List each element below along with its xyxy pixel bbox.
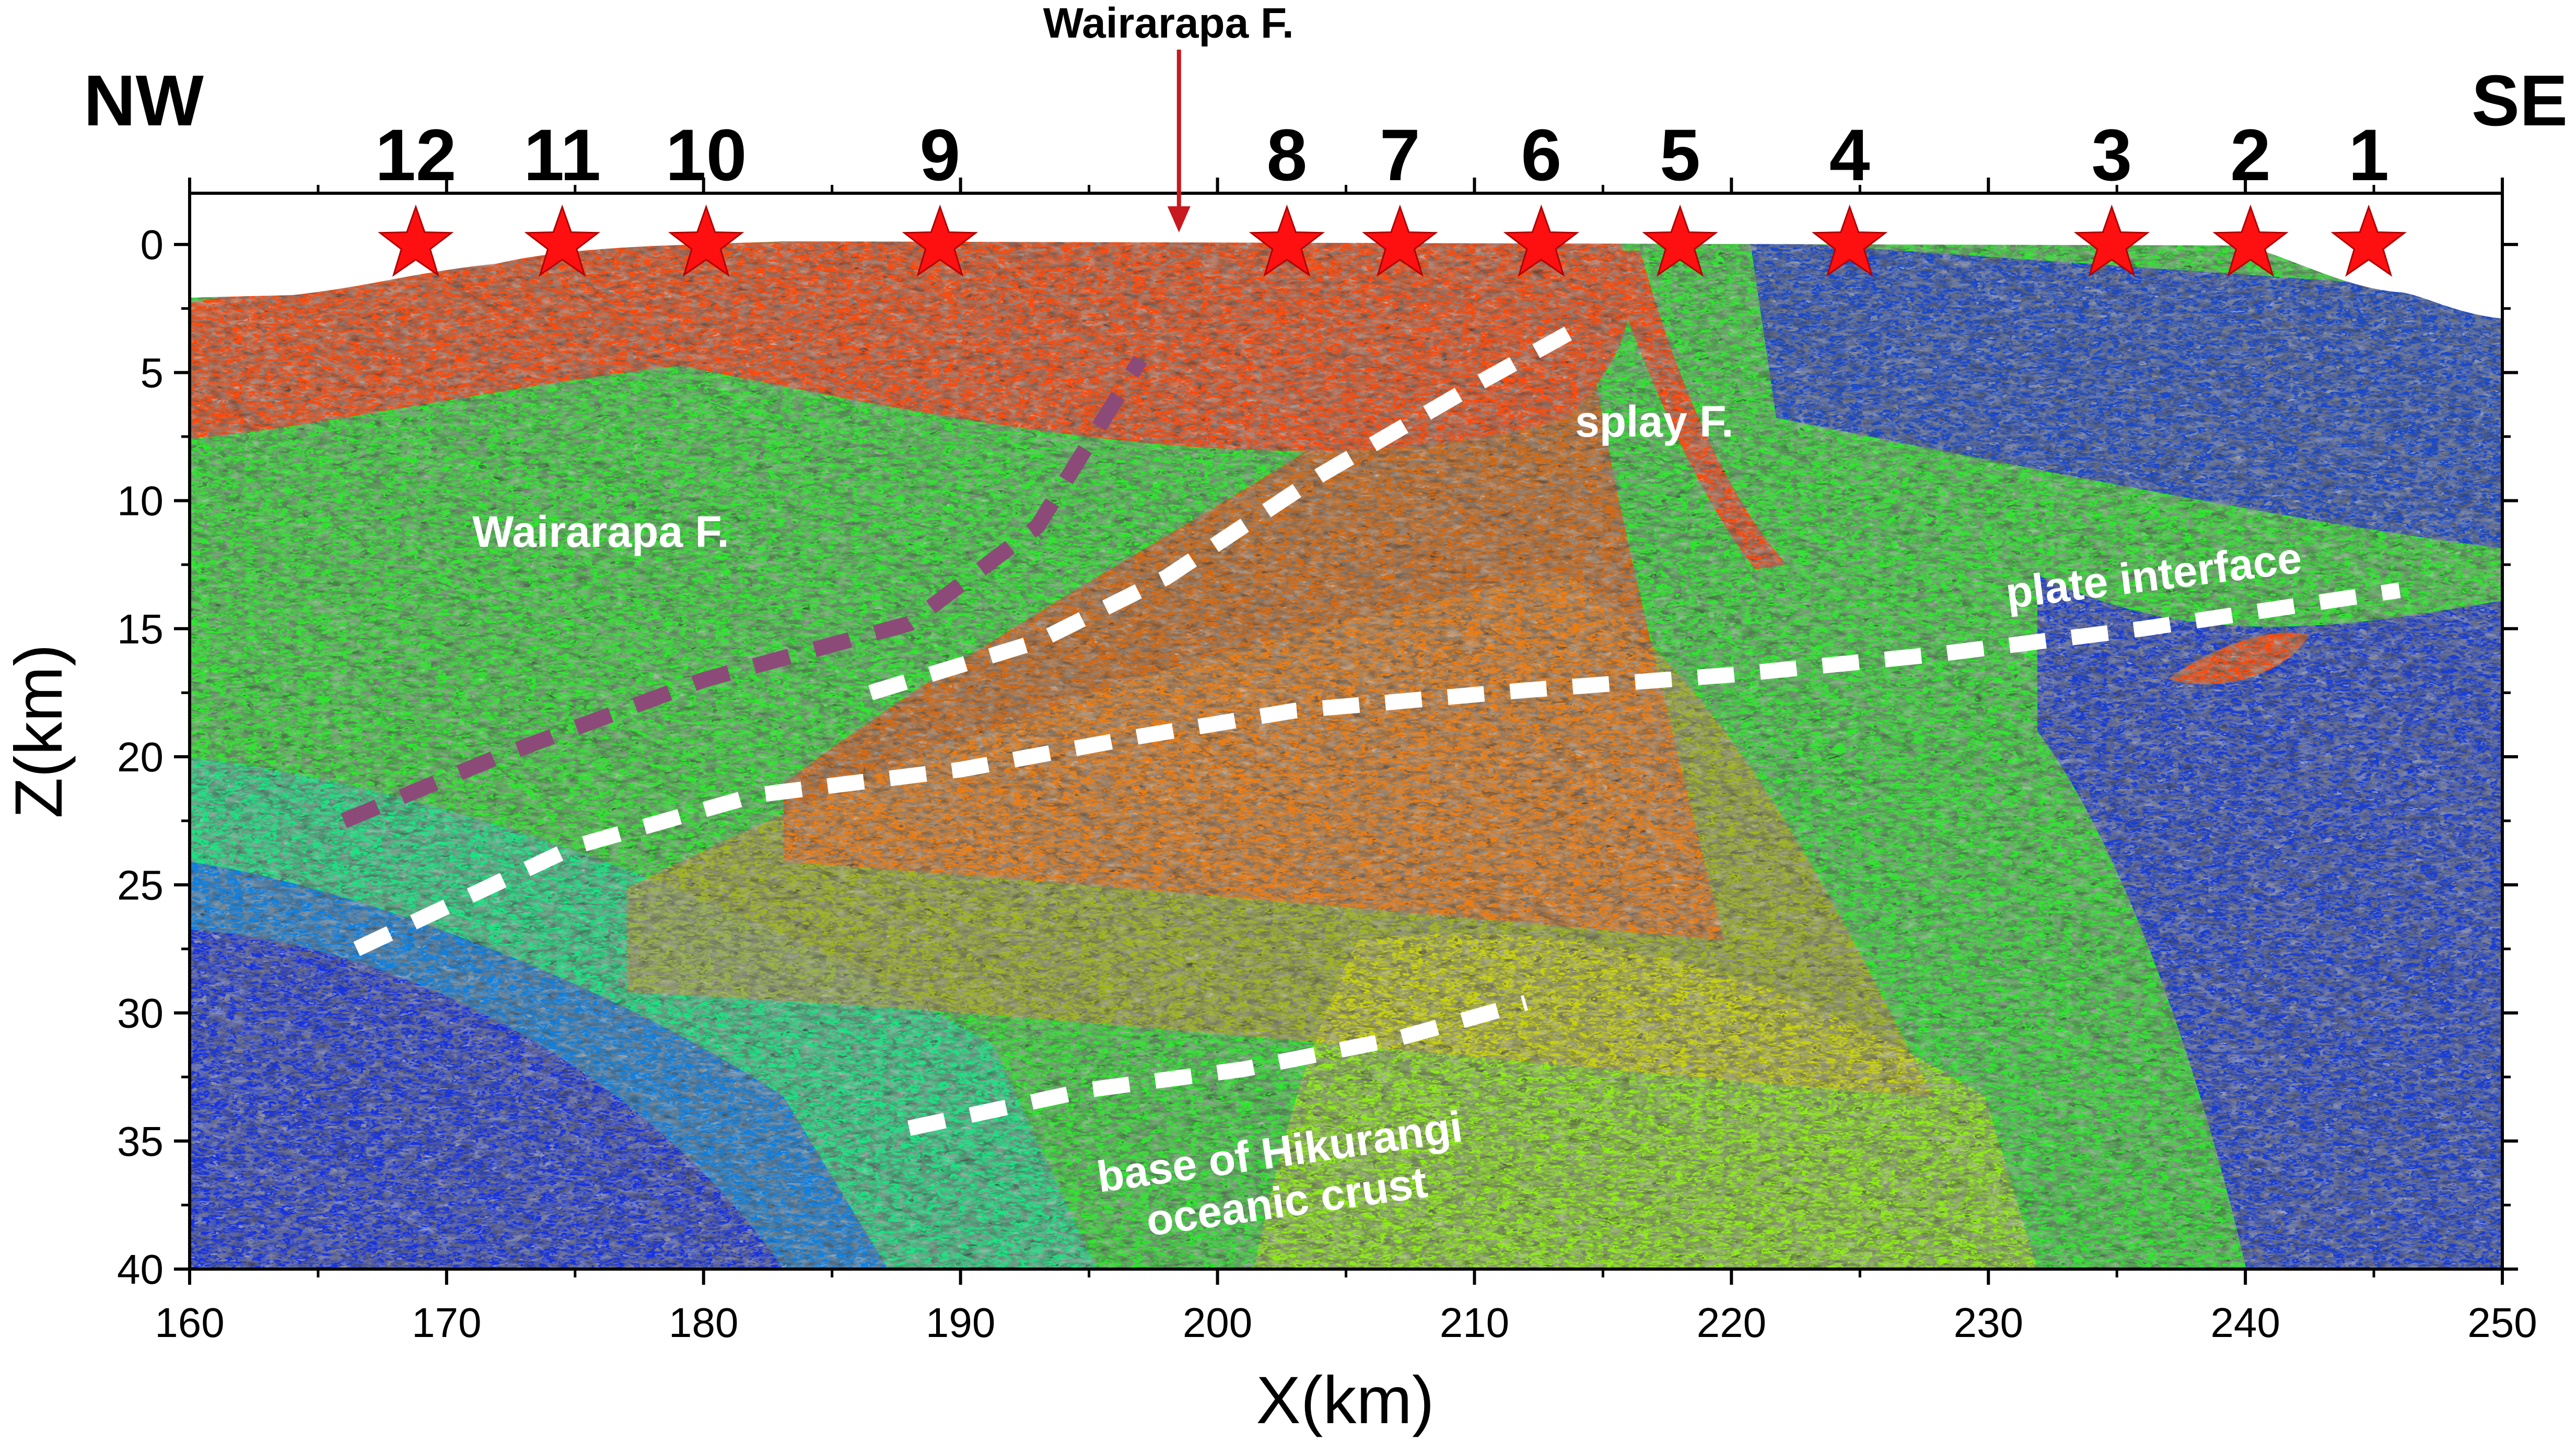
y-tick-label-10: 10	[117, 478, 164, 524]
y-tick-label-30: 30	[117, 990, 164, 1037]
station-label-12: 12	[375, 114, 457, 196]
station-star-2	[2212, 204, 2289, 277]
x-tick-label-210: 210	[1440, 1299, 1509, 1346]
x-tick-label-250: 250	[2467, 1299, 2537, 1346]
station-star-1	[2330, 204, 2407, 277]
interpretation-label-0: Wairarapa F.	[472, 507, 729, 556]
interpretation-label-line: splay F.	[1575, 397, 1733, 446]
direction-label-nw: NW	[84, 61, 204, 141]
sky-mask	[190, 193, 2502, 319]
x-tick-label-160: 160	[155, 1299, 224, 1346]
station-star-12	[378, 204, 454, 277]
interpretation-line-0	[341, 355, 1147, 828]
station-label-7: 7	[1380, 114, 1420, 196]
velocity-field	[190, 193, 2502, 1269]
station-label-5: 5	[1660, 114, 1700, 196]
x-tick-label-240: 240	[2210, 1299, 2280, 1346]
station-label-9: 9	[919, 114, 960, 196]
y-tick-label-0: 0	[141, 221, 164, 268]
station-label-10: 10	[666, 114, 747, 196]
x-axis: 160 170 180 190 200 210 220 230 240 250	[155, 178, 2537, 1346]
y-tick-label-25: 25	[117, 862, 164, 908]
interpretation-line-4	[907, 995, 1528, 1136]
station-star-9	[902, 204, 978, 277]
station-label-8: 8	[1266, 114, 1307, 196]
station-star-5	[1642, 204, 1718, 277]
interpretation-lines	[341, 314, 2401, 1136]
station-star-3	[2073, 204, 2150, 277]
station-label-3: 3	[2091, 114, 2132, 196]
station-star-10	[668, 204, 744, 277]
x-tick-label-170: 170	[412, 1299, 481, 1346]
station-star-11	[524, 204, 600, 277]
x-axis-label: X(km)	[1256, 1363, 1434, 1438]
station-label-2: 2	[2230, 114, 2271, 196]
interpretation-label-1: splay F.	[1575, 397, 1733, 446]
interpretation-label-line: Wairarapa F.	[472, 507, 729, 556]
x-tick-label-230: 230	[1953, 1299, 2023, 1346]
wairarapa-fault-surface-annotation: Wairarapa F.	[1043, 0, 1294, 232]
y-tick-label-35: 35	[117, 1118, 164, 1165]
x-tick-label-190: 190	[926, 1299, 995, 1346]
speckle-yellow	[209, 203, 2502, 1269]
station-label-11: 11	[523, 114, 601, 196]
y-axis-label: Z(km)	[2, 644, 76, 818]
wairarapa-fault-surface-label: Wairarapa F.	[1043, 0, 1294, 47]
y-tick-label-20: 20	[117, 734, 164, 780]
y-axis: 0 5 10 15 20 25 30 35 40	[117, 221, 2518, 1293]
interpretation-line-1	[353, 582, 2401, 956]
y-tick-label-40: 40	[117, 1246, 164, 1293]
station-label-1: 1	[2348, 114, 2389, 196]
x-tick-label-180: 180	[669, 1299, 738, 1346]
station-star-6	[1503, 204, 1580, 277]
x-tick-label-220: 220	[1697, 1299, 1766, 1346]
x-tick-label-200: 200	[1183, 1299, 1252, 1346]
y-tick-label-15: 15	[117, 606, 164, 652]
station-label-4: 4	[1829, 114, 1870, 196]
station-star-8	[1249, 204, 1325, 277]
station-star-7	[1362, 204, 1438, 277]
station-star-4	[1811, 204, 1888, 277]
wairarapa-fault-arrowhead	[1167, 206, 1191, 232]
interpretation-line-2	[868, 314, 1594, 700]
direction-label-se: SE	[2472, 61, 2568, 141]
y-tick-label-5: 5	[141, 349, 164, 396]
station-label-6: 6	[1521, 114, 1561, 196]
